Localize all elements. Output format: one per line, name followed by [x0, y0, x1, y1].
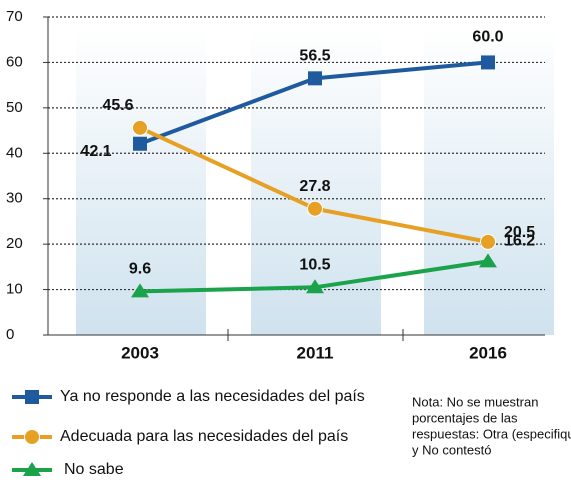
x-tick-label: 2011 — [297, 343, 334, 362]
column-background — [76, 27, 206, 335]
y-tick-label: 60 — [6, 53, 23, 70]
y-tick-label: 30 — [6, 190, 23, 207]
data-label: 45.6 — [102, 97, 133, 114]
data-point — [133, 136, 147, 151]
data-label: 10.5 — [299, 257, 330, 274]
x-tick-label: 2016 — [469, 343, 507, 362]
data-point — [479, 253, 497, 268]
y-tick-label: 70 — [6, 8, 23, 25]
y-tick-label: 20 — [6, 235, 23, 252]
data-point — [481, 55, 495, 70]
data-point — [480, 233, 496, 250]
legend-label: Ya no responde a las necesidades del paí… — [60, 388, 365, 405]
data-label: 56.5 — [299, 48, 330, 65]
data-point — [307, 200, 323, 217]
note: porcentajes de las — [412, 410, 518, 425]
y-tick-label: 10 — [6, 281, 23, 298]
data-label: 60.0 — [472, 29, 503, 46]
data-label: 16.2 — [504, 233, 535, 250]
x-tick-label: 2003 — [121, 343, 159, 362]
legend-marker — [24, 429, 40, 445]
data-point — [131, 283, 149, 298]
note: Nota: No se muestran — [412, 394, 538, 409]
y-tick-label: 40 — [6, 144, 23, 161]
data-label: 9.6 — [129, 261, 151, 278]
column-background — [424, 27, 554, 335]
data-point — [308, 71, 322, 86]
note: y No contestó — [412, 442, 492, 457]
legend-label: No sabe — [64, 461, 124, 478]
data-point — [132, 119, 148, 136]
legend-marker — [23, 462, 41, 476]
data-label: 20.5 — [504, 224, 535, 241]
y-tick-label: 50 — [6, 99, 23, 116]
y-tick-label: 0 — [6, 326, 14, 343]
legend-label: Adecuada para las necesidades del país — [60, 428, 348, 445]
data-point — [306, 279, 324, 294]
note: respuestas: Otra (especifique) — [412, 426, 571, 441]
legend-marker — [25, 390, 39, 404]
data-label: 42.1 — [80, 143, 111, 160]
data-label: 27.8 — [299, 178, 330, 195]
